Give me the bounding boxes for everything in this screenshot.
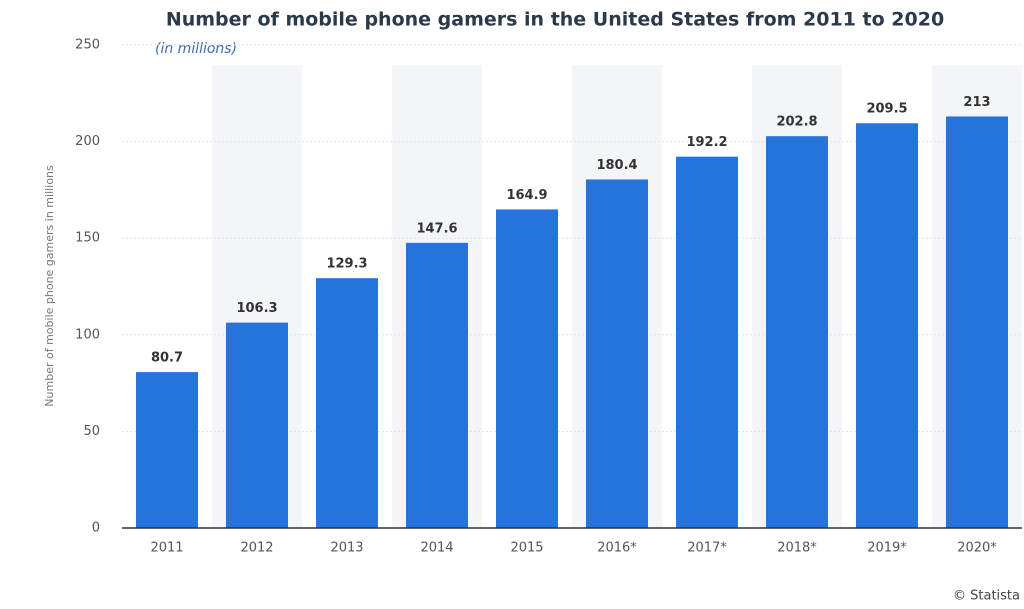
chart-title: Number of mobile phone gamers in the Uni… — [166, 9, 944, 31]
y-tick-label: 150 — [75, 231, 100, 246]
x-tick-label: 2015 — [510, 541, 543, 556]
data-label: 147.6 — [416, 221, 457, 236]
x-tick-label: 2011 — [150, 541, 183, 556]
data-label: 164.9 — [506, 188, 547, 203]
chart-subtitle: (in millions) — [155, 41, 237, 57]
y-tick-label: 0 — [92, 521, 100, 536]
y-tick-label: 200 — [75, 134, 100, 149]
y-axis-label: Number of mobile phone gamers in million… — [43, 165, 56, 407]
data-label: 209.5 — [866, 102, 907, 117]
x-tick-label: 2019* — [867, 541, 907, 556]
data-label: 180.4 — [596, 158, 637, 173]
bar — [136, 372, 198, 528]
data-label: 202.8 — [776, 115, 817, 130]
bar — [316, 278, 378, 528]
x-tick-label: 2020* — [957, 541, 997, 556]
bar — [856, 123, 918, 528]
data-label: 192.2 — [686, 135, 727, 150]
x-tick-label: 2014 — [420, 541, 453, 556]
bar — [406, 242, 468, 529]
bar — [766, 136, 828, 528]
bar — [496, 209, 558, 528]
data-label: 213 — [963, 95, 990, 110]
data-label: 80.7 — [151, 351, 183, 366]
x-tick-label: 2013 — [330, 541, 363, 556]
y-tick-label: 50 — [83, 424, 100, 439]
x-tick-label: 2016* — [597, 541, 637, 556]
x-tick-label: 2017* — [687, 541, 727, 556]
y-tick-label: 100 — [75, 327, 100, 342]
bar — [946, 116, 1008, 528]
data-label: 106.3 — [236, 301, 277, 316]
x-tick-label: 2018* — [777, 541, 817, 556]
bar — [226, 322, 288, 528]
bar — [586, 179, 648, 528]
y-tick-label: 250 — [75, 38, 100, 53]
credit: © Statista — [953, 589, 1020, 604]
x-tick-label: 2012 — [240, 541, 273, 556]
bar — [676, 156, 738, 528]
data-label: 129.3 — [326, 257, 367, 272]
